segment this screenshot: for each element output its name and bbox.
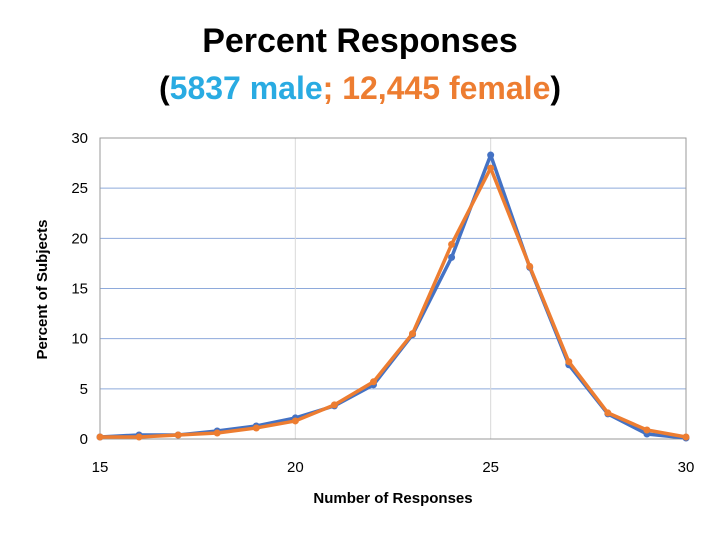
data-point-female: [330, 401, 338, 409]
y-tick-label: 20: [71, 230, 88, 247]
x-tick-label: 25: [482, 459, 499, 476]
y-axis-label: Percent of Subjects: [34, 219, 51, 359]
subtitle-separator: ;: [322, 70, 343, 106]
data-point-female: [526, 262, 534, 270]
data-point-female: [565, 358, 573, 366]
chart-title: Percent Responses: [202, 22, 518, 60]
data-point-female: [643, 426, 651, 434]
data-point-female: [487, 164, 495, 172]
data-point-female: [682, 433, 690, 441]
data-point-female: [291, 417, 299, 425]
series-line-male: [99, 153, 687, 440]
data-point-female: [174, 431, 182, 439]
y-tick-label: 5: [80, 381, 88, 398]
data-point-female: [252, 424, 260, 432]
data-point-female: [409, 330, 417, 338]
y-tick-label: 30: [71, 130, 88, 147]
axis-ticks: 0 5 10 15 20 25 30 15 20 25 30: [71, 130, 694, 476]
data-point-female: [604, 409, 612, 417]
series-line-female: [100, 166, 687, 439]
subtitle-open-paren: (: [158, 70, 170, 106]
series-female: [96, 164, 690, 441]
subtitle-male-count: 5837 male: [169, 70, 323, 106]
plot-area: [99, 137, 687, 440]
data-point-male: [487, 151, 495, 159]
data-point-female: [369, 378, 377, 386]
data-point-female: [96, 433, 104, 441]
data-point-female: [213, 429, 221, 437]
x-tick-label: 30: [678, 459, 695, 476]
subtitle-female-count: 12,445 female: [342, 70, 551, 106]
y-tick-label: 10: [71, 331, 88, 348]
chart-subtitle: (5837 male; 12,445 female): [0, 70, 720, 107]
y-tick-label: 0: [80, 431, 88, 448]
series-male: [96, 151, 690, 442]
y-tick-label: 25: [71, 180, 88, 197]
data-point-female: [135, 433, 143, 441]
data-series: [96, 151, 690, 442]
x-axis-label: Number of Responses: [313, 490, 472, 507]
gridlines: [99, 137, 687, 440]
x-tick-label: 15: [92, 459, 109, 476]
subtitle-close-paren: ): [550, 70, 562, 106]
x-tick-label: 20: [287, 459, 304, 476]
y-tick-label: 15: [71, 281, 88, 298]
data-point-male: [448, 253, 456, 261]
data-point-female: [448, 240, 456, 248]
